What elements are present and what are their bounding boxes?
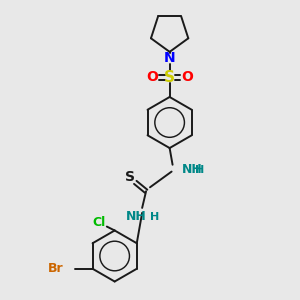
Text: S: S xyxy=(125,170,135,184)
Text: N: N xyxy=(164,51,176,65)
Text: Cl: Cl xyxy=(92,216,106,229)
Text: NH: NH xyxy=(182,163,202,176)
Text: H: H xyxy=(195,165,204,175)
Text: S: S xyxy=(164,70,175,85)
Text: Br: Br xyxy=(47,262,63,275)
Text: O: O xyxy=(182,70,193,84)
Text: NH: NH xyxy=(126,210,147,223)
Text: O: O xyxy=(146,70,158,84)
Text: H: H xyxy=(150,212,159,222)
